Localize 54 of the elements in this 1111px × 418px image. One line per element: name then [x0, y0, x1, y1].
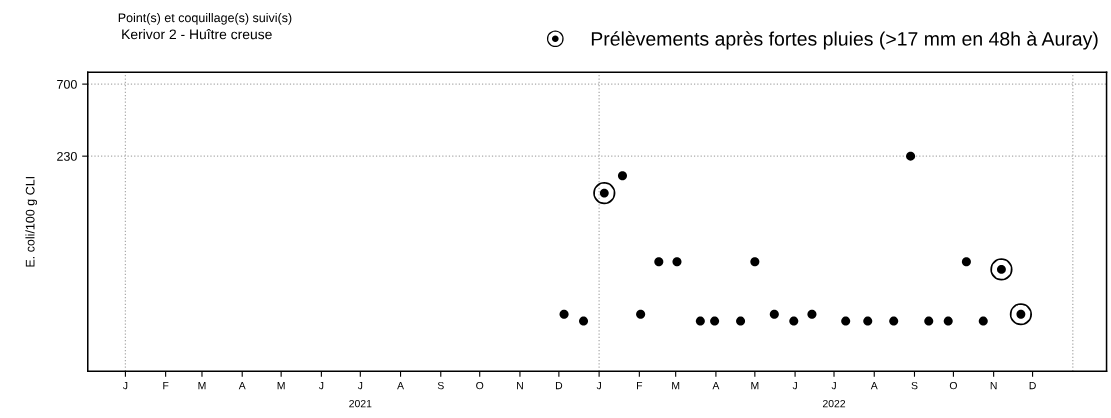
- point: [990, 258, 1013, 281]
- x-tick-label: S: [911, 381, 918, 390]
- x-tick-label: J 2022: [822, 381, 846, 408]
- point: [736, 316, 746, 326]
- x-tick-label: N: [990, 381, 997, 390]
- x-tick-label: S: [437, 381, 444, 390]
- point: [943, 316, 953, 326]
- point: [863, 316, 873, 326]
- point: [593, 181, 616, 205]
- point: [1009, 303, 1033, 326]
- point: [672, 257, 682, 267]
- x-tick-label: N: [517, 381, 523, 390]
- y-tick-label: 230: [57, 151, 77, 161]
- x-tick-label: J: [122, 381, 128, 390]
- point: [841, 316, 851, 326]
- x-tick-label: A: [397, 381, 404, 390]
- x-tick-label: D: [555, 381, 563, 390]
- point: [906, 151, 916, 161]
- point: [579, 316, 589, 326]
- x-tick-label: O: [949, 381, 957, 390]
- point: [789, 316, 799, 326]
- point: [617, 171, 627, 181]
- y-tick-label: 700: [57, 79, 77, 89]
- point: [889, 316, 899, 326]
- x-tick-label: J: [792, 381, 797, 390]
- y-axis-title: E. coli/100 g CLI: [25, 177, 38, 267]
- x-tick-label: A: [712, 381, 720, 390]
- x-tick-label: J: [596, 381, 601, 390]
- point: [559, 309, 569, 319]
- x-tick-label: A: [870, 381, 878, 390]
- x-tick-label: M: [672, 381, 680, 390]
- chart-title: Point(s) et coquillage(s) suivi(s): [118, 12, 292, 25]
- point: [924, 316, 934, 326]
- x-tick-label: M: [751, 381, 759, 390]
- point: [710, 316, 720, 326]
- chart-subtitle: Kerivor 2 - Huître creuse: [122, 29, 272, 40]
- x-tick-label: J 2021: [349, 381, 372, 408]
- legend-label: Prélèvements après fortes pluies (>17 mm en 48h à Auray): [591, 31, 1098, 50]
- point: [769, 309, 779, 319]
- point: [636, 309, 646, 319]
- point: [807, 309, 817, 319]
- point: [654, 257, 664, 267]
- x-tick-label: O: [476, 381, 484, 390]
- x-tick-label: M: [277, 381, 285, 390]
- x-tick-label: J: [318, 381, 324, 390]
- point: [695, 316, 705, 326]
- point: [978, 316, 988, 326]
- x-tick-label: A: [238, 381, 246, 390]
- x-tick-label: D: [1029, 381, 1036, 390]
- x-tick-label: M: [198, 381, 206, 390]
- point: [750, 257, 760, 267]
- x-tick-label: F: [637, 381, 643, 390]
- x-tick-label: F: [163, 381, 169, 390]
- point: [961, 257, 971, 267]
